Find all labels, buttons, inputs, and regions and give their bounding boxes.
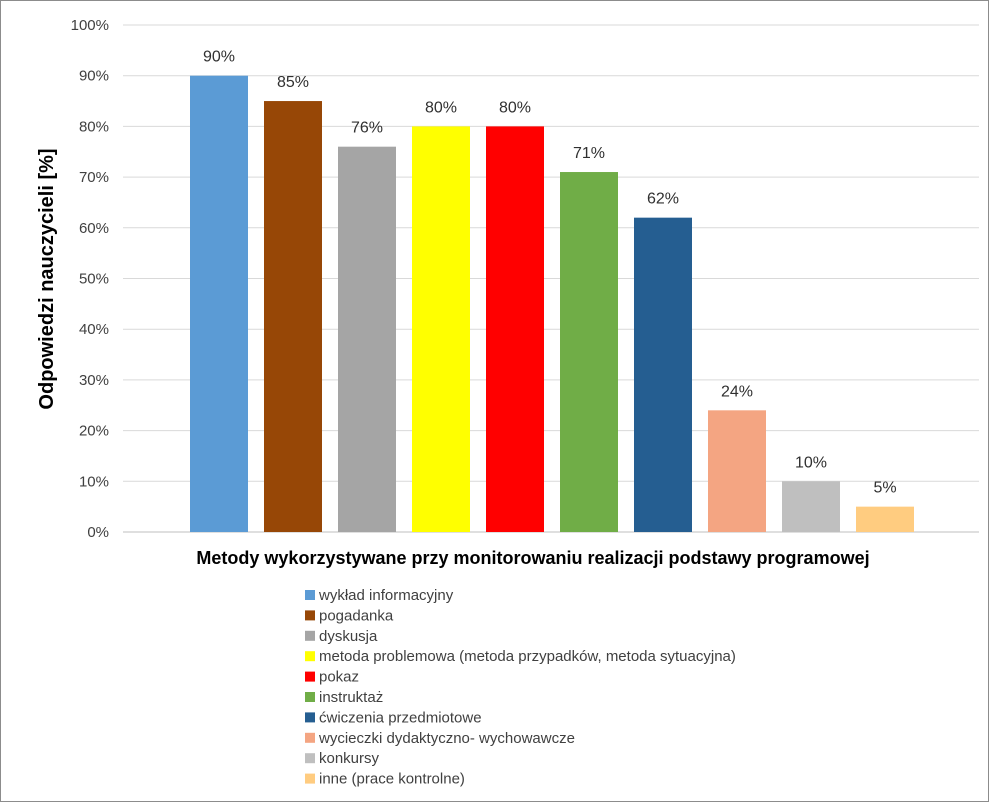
legend-label: konkursy — [319, 750, 380, 767]
data-label: 71% — [573, 145, 605, 162]
bars — [190, 75, 914, 533]
y-tick-label: 0% — [87, 524, 109, 541]
data-label: 80% — [499, 99, 531, 116]
data-label: 62% — [647, 191, 679, 208]
bar — [708, 410, 766, 532]
bar — [338, 146, 396, 532]
legend-swatch — [305, 630, 315, 641]
y-tick-label: 50% — [79, 271, 109, 288]
bar — [634, 217, 692, 532]
legend: wykład informacyjny pogadanka dyskusja meto… — [305, 587, 736, 788]
data-label: 80% — [425, 99, 457, 116]
y-tick-label: 60% — [79, 220, 109, 237]
gridlines — [123, 24, 979, 533]
legend-swatch — [305, 692, 315, 702]
data-label: 90% — [203, 49, 235, 66]
bar — [560, 172, 618, 532]
data-label: 76% — [351, 120, 383, 137]
bar — [190, 75, 248, 532]
legend-swatch — [305, 671, 315, 682]
legend-label: wycieczki dydaktyczno- wychowawcze — [318, 730, 575, 747]
y-tick-label: 30% — [79, 372, 109, 389]
legend-swatch — [305, 773, 315, 784]
y-axis-ticks: 0% 10% 20% 30% 40% 50% 60% 70% 80% 90% 100% — [71, 17, 109, 541]
y-tick-label: 80% — [79, 118, 109, 135]
legend-label: instruktaż — [319, 689, 383, 706]
data-label: 24% — [721, 383, 753, 400]
x-axis-title: Metody wykorzystywane przy monitorowaniu… — [196, 548, 869, 568]
legend-label: pokaz — [319, 669, 359, 686]
y-axis-title: Odpowiedzi nauczycieli [%] — [36, 148, 58, 409]
bar — [856, 506, 914, 532]
y-tick-label: 70% — [79, 169, 109, 186]
legend-swatch — [305, 610, 315, 621]
bar — [412, 126, 470, 533]
y-tick-label: 10% — [79, 473, 109, 490]
data-label: 5% — [873, 480, 896, 497]
y-tick-label: 40% — [79, 321, 109, 338]
y-tick-label: 90% — [79, 68, 109, 85]
legend-swatch — [305, 590, 315, 600]
bar — [486, 126, 544, 533]
legend-label: wykład informacyjny — [318, 587, 454, 604]
legend-swatch — [305, 732, 315, 743]
data-label: 85% — [277, 74, 309, 91]
legend-swatch — [305, 712, 315, 723]
legend-label: pogadanka — [319, 607, 394, 624]
bar — [782, 481, 840, 532]
legend-label: metoda problemowa (metoda przypadków, me… — [319, 648, 736, 665]
data-labels: 90% 85% 76% 80% 80% 71% 62% 24% 10% 5% — [203, 49, 897, 497]
legend-label: ćwiczenia przedmiotowe — [319, 709, 482, 726]
bar — [264, 101, 322, 533]
legend-label: dyskusja — [319, 628, 378, 645]
y-tick-label: 20% — [79, 423, 109, 440]
legend-label: inne (prace kontrolne) — [319, 771, 465, 788]
y-tick-label: 100% — [71, 17, 109, 34]
data-label: 10% — [795, 454, 827, 471]
legend-swatch — [305, 651, 315, 662]
legend-swatch — [305, 753, 315, 764]
